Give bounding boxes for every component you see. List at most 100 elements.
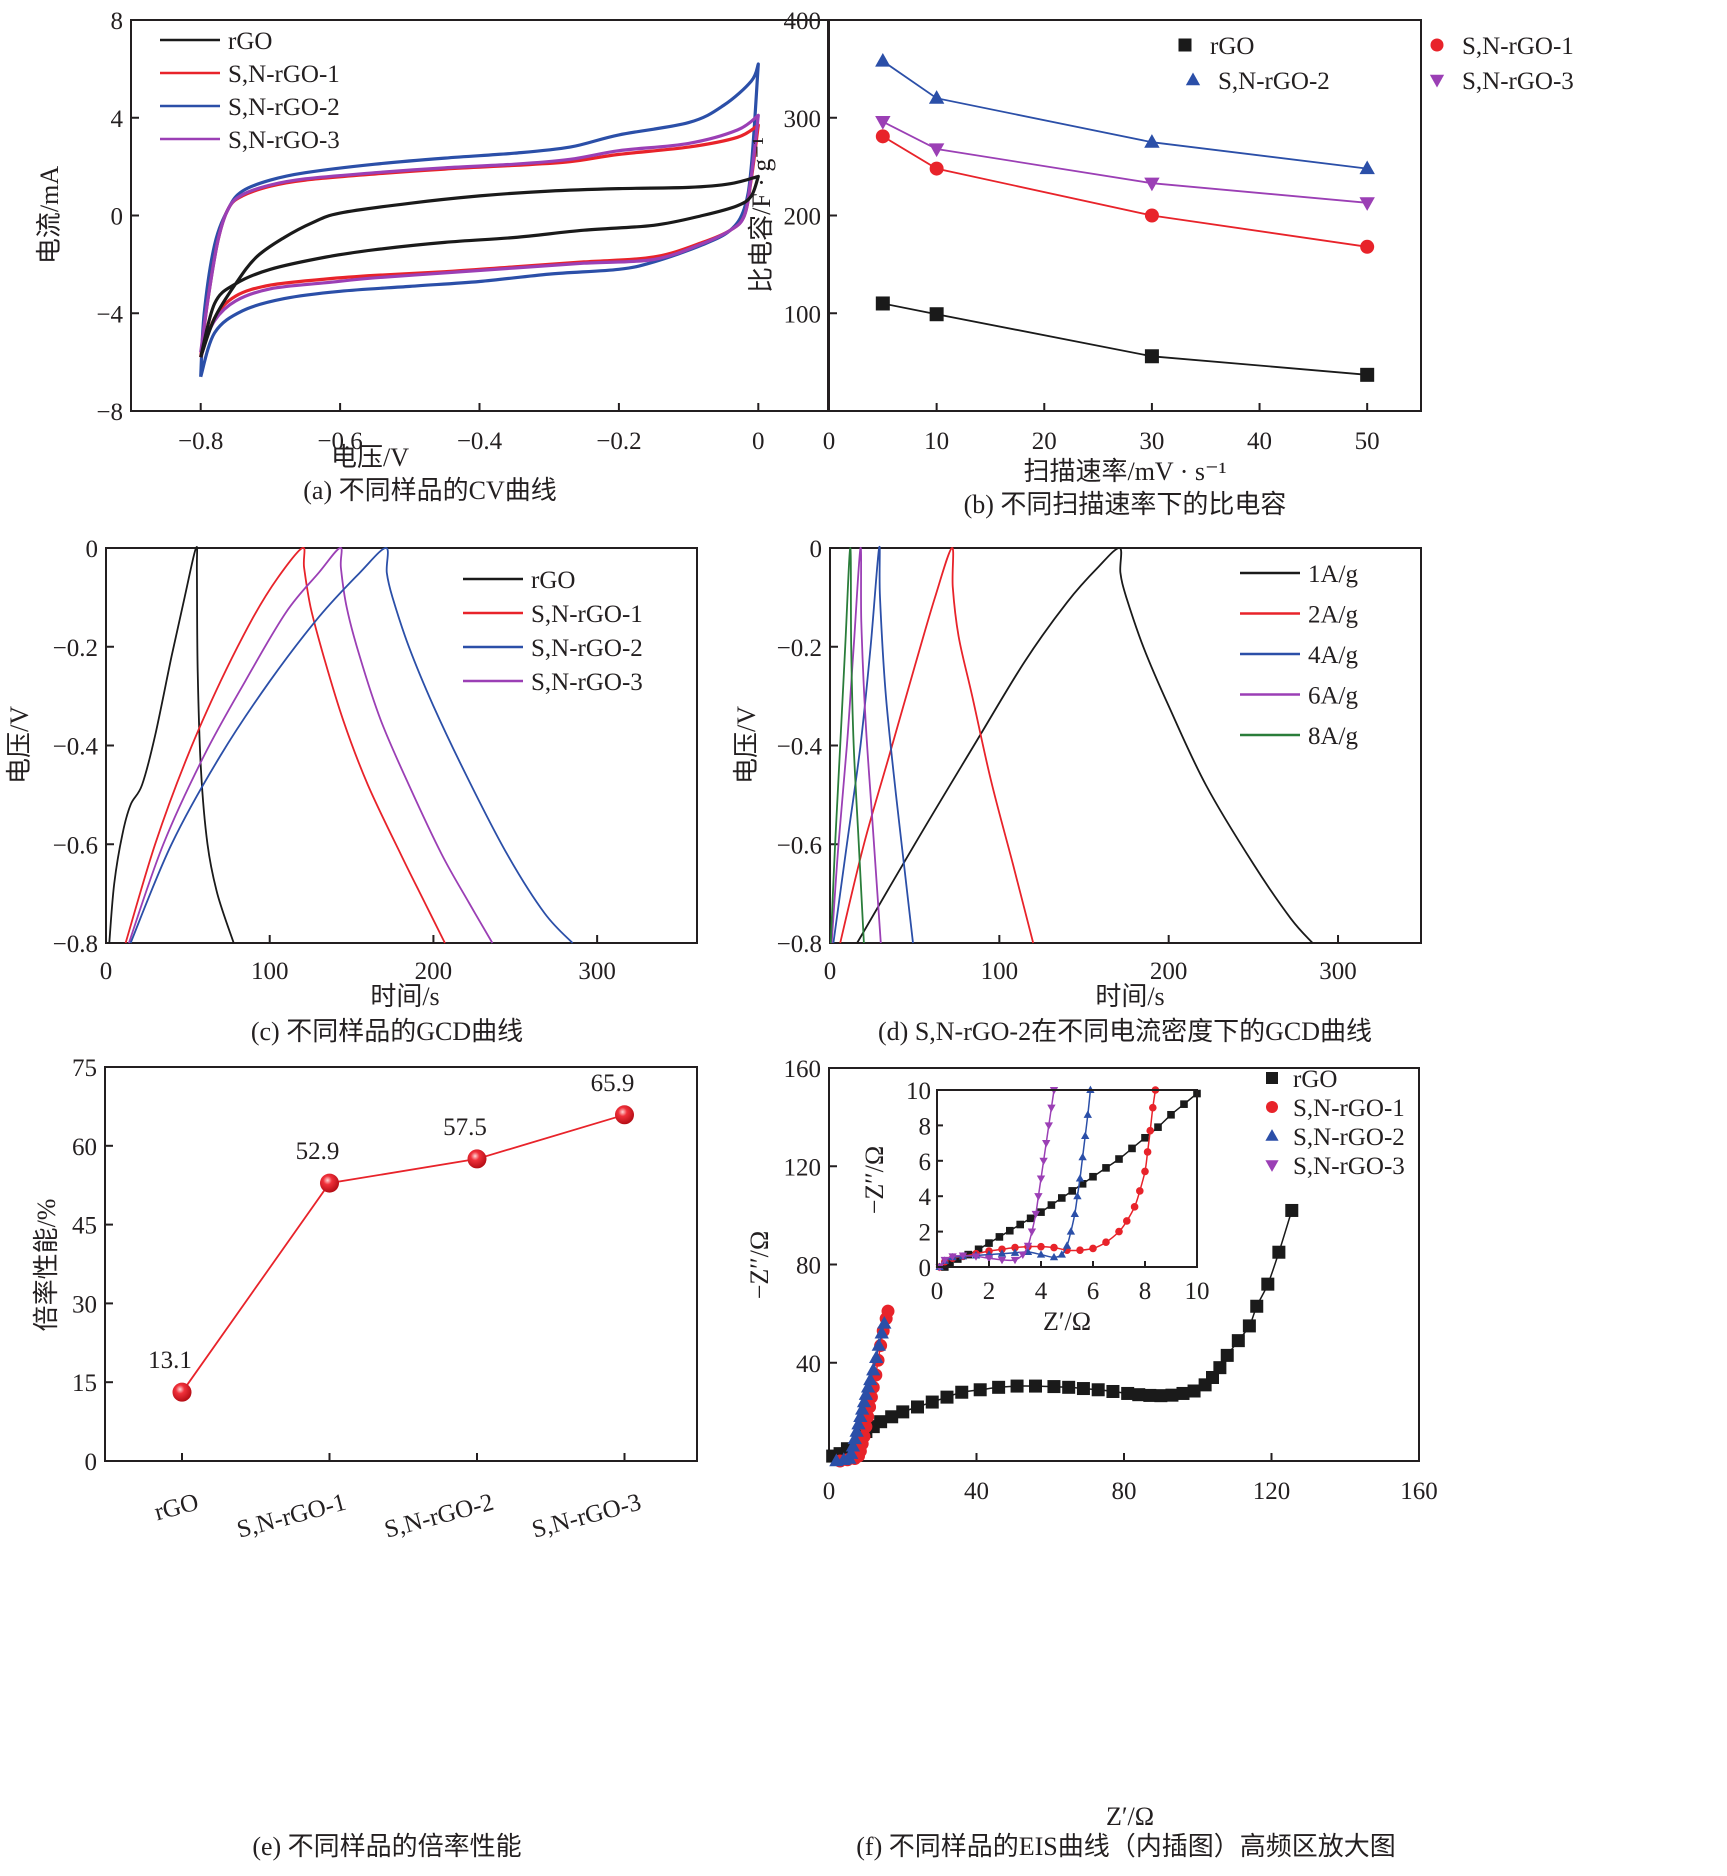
data-point [849, 1424, 864, 1437]
x-tick-label: 50 [1355, 428, 1380, 455]
x-tick-label: 0 [752, 428, 765, 455]
inset-data-point [1167, 1110, 1175, 1119]
data-point [992, 1380, 1006, 1394]
x-axis-label: Z′/Ω [1106, 1802, 1154, 1831]
inset-data-point [954, 1255, 962, 1263]
inset-data-point [1023, 1242, 1033, 1251]
inset-data-point [974, 1245, 983, 1254]
panel-f-eis-curves: 0 40 80 120 160 40 80 120 160 0 2 4 6 8 10 0 2 4 6 8 10 Z′/Ω −… [745, 1056, 1438, 1861]
y-tick-label: −0.8 [777, 931, 822, 958]
inset-data-point [1070, 1209, 1079, 1217]
inset-data-point [948, 1253, 957, 1261]
y-tick-label: −0.2 [53, 635, 98, 662]
inset-data-point [1047, 1104, 1056, 1113]
data-point [1144, 134, 1160, 148]
data-point [1187, 1384, 1201, 1398]
inset-data-point [1141, 1133, 1149, 1142]
x-axis-label: 扫描速率/mV · s⁻¹ [1023, 457, 1226, 486]
x-tick-label: 300 [1319, 958, 1357, 985]
y-tick-label: 15 [72, 1370, 97, 1397]
y-tick-label: 75 [72, 1055, 97, 1082]
data-point [1047, 1380, 1061, 1394]
y-tick-label: −0.4 [53, 734, 99, 761]
data-point [467, 1149, 487, 1169]
legend-label: S,N-rGO-2 [228, 94, 340, 121]
data-point [1076, 1382, 1090, 1396]
legend-marker [1266, 1101, 1278, 1113]
data-point [1206, 1370, 1219, 1384]
data-label: 52.9 [296, 1138, 340, 1165]
inset-data-point [1115, 1227, 1123, 1236]
y-tick-label: 0 [85, 1449, 98, 1476]
data-point [1285, 1203, 1299, 1217]
panel-caption: (e) 不同样品的倍率性能 [252, 1832, 521, 1861]
y-tick-label: 200 [784, 204, 822, 231]
y-tick-label: 100 [784, 301, 822, 328]
panel-caption: (a) 不同样品的CV曲线 [303, 476, 556, 505]
data-point [1231, 1334, 1245, 1348]
y-tick-label: 8 [111, 8, 124, 35]
inset-data-point [1037, 1242, 1045, 1251]
data-point [1144, 177, 1160, 192]
legend-label: S,N-rGO-1 [1293, 1095, 1405, 1122]
legend-label: S,N-rGO-1 [228, 61, 340, 88]
inset-data-point [940, 1256, 949, 1265]
inset-data-point [1081, 1131, 1090, 1140]
y-axis-label: 比电容/F · g⁻¹ [747, 137, 776, 293]
inset-data-point [946, 1259, 954, 1268]
inset-data-point [997, 1256, 1007, 1265]
data-point [1029, 1379, 1042, 1393]
data-label: 57.5 [443, 1114, 487, 1141]
data-point [1242, 1319, 1256, 1333]
x-tick-label: −0.4 [457, 428, 503, 455]
inset-data-point [971, 1253, 981, 1261]
inset-data-point [985, 1239, 993, 1247]
legend-label: rGO [228, 28, 272, 55]
data-point [1091, 1383, 1105, 1397]
y-tick-label: −4 [96, 301, 123, 328]
y-axis-label: 倍率性能/% [32, 1199, 61, 1332]
inset-data-point [1149, 1103, 1157, 1112]
panel-caption: (c) 不同样品的GCD曲线 [251, 1017, 523, 1046]
data-point [1010, 1379, 1024, 1393]
cv-curve-s-n-rgo-3 [199, 113, 760, 354]
y-tick-label: 4 [111, 106, 124, 133]
inset-data-point [1076, 1246, 1084, 1254]
inset-data-point [1102, 1238, 1110, 1247]
series-line-s-n-rgo-3 [882, 120, 1368, 204]
y-axis-label: 电压/V [732, 706, 761, 784]
inset-y-tick-label: 4 [919, 1184, 932, 1211]
inset-data-point [1047, 1201, 1056, 1209]
inset-data-point [1031, 1210, 1040, 1219]
inset-x-tick-label: 8 [1139, 1278, 1152, 1305]
y-tick-label: 160 [784, 1056, 822, 1083]
data-point [860, 1379, 876, 1393]
data-point [859, 1420, 873, 1434]
inset-data-point [1136, 1187, 1144, 1195]
inset-y-tick-label: 10 [906, 1078, 931, 1105]
x-tick-label: 80 [1112, 1478, 1137, 1505]
data-point [1106, 1384, 1120, 1398]
x-tick-label: 40 [1247, 428, 1272, 455]
inset-data-point [1130, 1203, 1139, 1211]
data-point [925, 1395, 939, 1409]
data-point [851, 1416, 866, 1430]
inset-y-tick-label: 2 [919, 1220, 932, 1247]
data-point [1121, 1386, 1135, 1400]
data-point [1359, 160, 1375, 175]
inset-data-point [1036, 1175, 1046, 1183]
data-point [1360, 367, 1375, 382]
legend-label: 6A/g [1308, 683, 1359, 710]
data-label: 13.1 [148, 1347, 192, 1374]
legend-label: 4A/g [1308, 642, 1359, 669]
x-tick-label: 0 [824, 958, 837, 985]
y-tick-label: 30 [72, 1291, 97, 1318]
y-axis-label: −Z′′/Ω [745, 1231, 774, 1299]
plot-frame [828, 19, 1422, 412]
inset-data-point [1102, 1164, 1110, 1172]
y-tick-label: 40 [796, 1351, 821, 1378]
inset-y-tick-label: 8 [919, 1113, 932, 1140]
data-point [877, 1315, 892, 1329]
y-tick-label: 60 [72, 1134, 97, 1161]
